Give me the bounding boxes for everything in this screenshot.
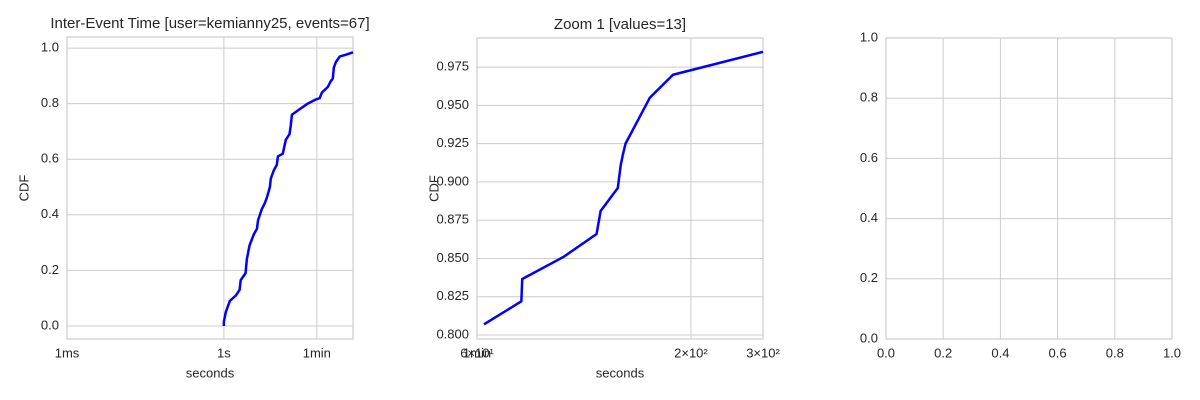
y-tick-label: 0.4 — [860, 210, 878, 225]
cdf-line — [222, 51, 354, 326]
x-tick-label: 0.8 — [1106, 345, 1124, 360]
x-axis-label: seconds — [596, 365, 645, 380]
y-axis-label: CDF — [426, 175, 441, 202]
y-tick-label: 0.2 — [860, 270, 878, 285]
y-axis-label: CDF — [16, 175, 31, 202]
x-tick-label: 0.2 — [934, 345, 952, 360]
y-tick-label: 0.900 — [436, 173, 469, 188]
x-tick-label: 6×10¹ — [460, 345, 494, 360]
y-tick-label: 0.925 — [436, 135, 469, 150]
y-tick-label: 0.825 — [436, 288, 469, 303]
x-tick-label: 1ms — [55, 345, 80, 360]
chart-title: Zoom 1 [values=13] — [554, 16, 686, 33]
y-tick-label: 0.975 — [436, 59, 469, 74]
cdf-line — [483, 50, 764, 326]
y-tick-label: 0.8 — [860, 90, 878, 105]
y-tick-label: 0.800 — [436, 326, 469, 341]
y-tick-label: 0.4 — [41, 206, 59, 221]
axes-frame — [885, 37, 1173, 340]
y-tick-label: 0.0 — [41, 317, 59, 332]
y-tick-label: 0.6 — [41, 151, 59, 166]
chart-title: Inter-Event Time [user=kemianny25, event… — [50, 15, 369, 32]
axes-frame — [476, 37, 764, 340]
y-tick-label: 0.850 — [436, 250, 469, 265]
x-tick-label: 0.6 — [1049, 345, 1067, 360]
y-tick-label: 0.875 — [436, 212, 469, 227]
x-tick-label: 3×10² — [746, 345, 780, 360]
y-tick-label: 0.8 — [41, 95, 59, 110]
x-tick-label: 2×10² — [674, 345, 708, 360]
x-tick-label: 1.0 — [1163, 345, 1181, 360]
y-tick-label: 0.0 — [860, 330, 878, 345]
x-tick-label: 1min — [303, 345, 331, 360]
y-tick-label: 0.950 — [436, 97, 469, 112]
x-tick-label: 1min — [463, 345, 491, 360]
axes-frame — [66, 36, 354, 340]
x-tick-label: 0.4 — [991, 345, 1009, 360]
y-tick-label: 1.0 — [860, 29, 878, 44]
y-tick-label: 0.6 — [860, 150, 878, 165]
x-tick-label: 1s — [217, 345, 231, 360]
y-tick-label: 0.2 — [41, 262, 59, 277]
y-tick-label: 1.0 — [41, 40, 59, 55]
x-axis-label: seconds — [186, 365, 235, 380]
x-tick-label: 0.0 — [877, 345, 895, 360]
